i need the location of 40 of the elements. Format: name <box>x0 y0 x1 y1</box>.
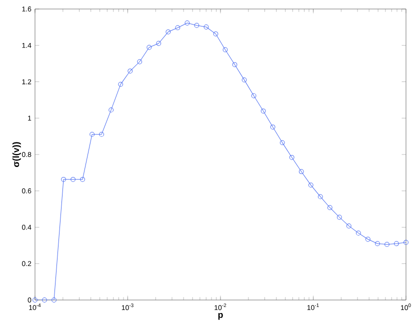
point <box>52 298 56 302</box>
point <box>318 194 323 200</box>
point <box>194 22 200 28</box>
point <box>99 132 104 137</box>
point <box>260 108 266 114</box>
point <box>128 68 133 74</box>
point <box>384 242 390 247</box>
y-axis-title: σ(l(v)) <box>12 142 21 167</box>
point <box>251 93 256 98</box>
point <box>204 24 209 30</box>
point <box>80 176 86 182</box>
point <box>289 154 294 160</box>
point <box>375 241 380 246</box>
point <box>108 107 114 112</box>
point <box>166 29 171 34</box>
point <box>270 124 276 130</box>
point <box>184 20 190 26</box>
point <box>70 176 76 182</box>
point <box>336 214 342 220</box>
point <box>232 62 238 68</box>
point <box>356 230 361 236</box>
point <box>61 176 66 182</box>
point <box>137 59 142 64</box>
point <box>146 44 152 50</box>
point <box>308 182 314 188</box>
point <box>365 236 370 242</box>
point <box>90 132 95 137</box>
point <box>394 241 399 246</box>
point <box>242 77 247 82</box>
x-axis-title: p <box>218 312 223 320</box>
point <box>327 205 332 210</box>
point <box>298 169 304 174</box>
point <box>222 47 228 52</box>
point <box>346 224 352 228</box>
point <box>118 82 124 87</box>
point <box>156 40 162 46</box>
point <box>213 31 218 36</box>
point <box>280 140 285 146</box>
point <box>175 25 180 30</box>
point <box>42 298 47 302</box>
